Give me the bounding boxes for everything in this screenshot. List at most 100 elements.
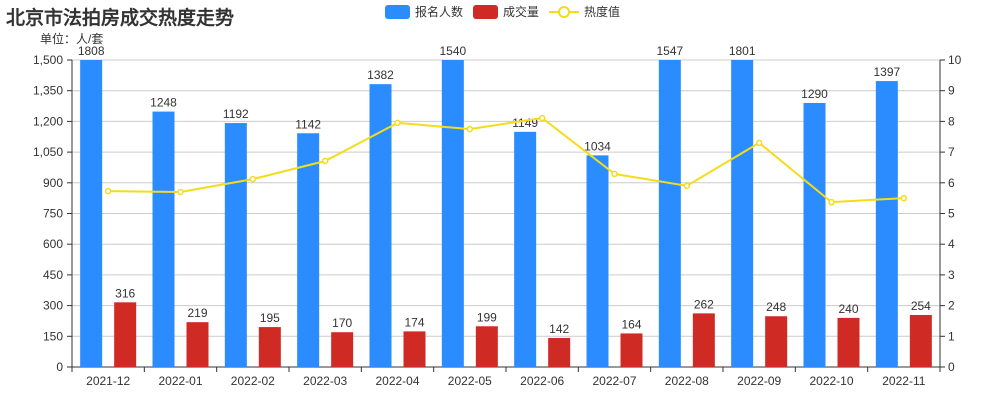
bar-data-label: 254 (911, 299, 931, 313)
bar-data-label: 195 (260, 311, 280, 325)
signup-bar (586, 155, 609, 367)
bar-data-label: 170 (332, 316, 352, 330)
y-right-tick-label: 8 (948, 114, 955, 128)
x-tick-label: 2022-03 (303, 374, 347, 388)
y-left-tick-label: 1,200 (33, 114, 63, 128)
x-tick-label: 2022-06 (520, 374, 564, 388)
deal-bar (475, 326, 498, 367)
signup-bar (658, 60, 681, 367)
y-right-tick-label: 0 (948, 360, 955, 374)
deal-bar (620, 333, 643, 367)
y-left-tick-label: 1,500 (33, 53, 63, 67)
legend-label: 报名人数 (415, 5, 464, 19)
x-tick-label: 2022-05 (448, 374, 492, 388)
bar-data-label: 1808 (78, 44, 105, 58)
signup-bar (369, 84, 392, 367)
deal-bar (765, 316, 788, 367)
x-tick-label: 2022-02 (231, 374, 275, 388)
bar-data-label: 164 (621, 317, 641, 331)
legend-label: 成交量 (503, 5, 540, 19)
y-right-tick-label: 4 (948, 237, 955, 251)
y-right-tick-label: 9 (948, 84, 955, 98)
y-left-tick-label: 750 (43, 207, 63, 221)
signup-bar (803, 102, 826, 367)
bar-data-label: 1547 (656, 44, 683, 58)
y-right-tick-label: 7 (948, 145, 955, 159)
y-right-tick-label: 2 (948, 299, 955, 313)
signup-bar (875, 81, 898, 368)
x-tick-label: 2022-09 (737, 374, 781, 388)
legend-swatch (385, 4, 410, 19)
legend-item-signups[interactable]: 报名人数 (385, 3, 463, 20)
y-left-tick-label: 900 (43, 176, 63, 190)
heat-point (755, 139, 763, 147)
signup-bar (731, 60, 754, 367)
bar-data-label: 1248 (150, 96, 177, 110)
y-left-tick-label: 0 (56, 360, 63, 374)
legend-item-heat[interactable]: 热度值 (549, 3, 620, 20)
bar-data-label: 199 (477, 310, 497, 324)
bar-data-label: 1192 (223, 107, 249, 121)
bar-data-label: 1290 (801, 87, 828, 101)
deal-bar (258, 327, 281, 367)
heat-line (108, 116, 904, 204)
chart-title: 北京市法拍房成交热度走势 (6, 8, 235, 29)
x-tick-label: 2022-10 (809, 374, 853, 388)
heat-point (177, 188, 184, 196)
x-tick-label: 2022-07 (592, 374, 636, 388)
deal-bar (186, 322, 209, 367)
heat-point (611, 170, 618, 178)
legend-item-deals[interactable]: 成交量 (473, 3, 539, 20)
y-left-tick-label: 1,350 (33, 84, 63, 98)
deal-bar (114, 302, 137, 367)
y-left-tick-label: 300 (43, 299, 63, 313)
bar-data-label: 240 (838, 302, 858, 316)
bar-data-label: 1382 (367, 68, 394, 82)
y-left-tick-label: 1,050 (33, 145, 63, 159)
legend-line-icon (549, 5, 580, 18)
legend-label: 热度值 (584, 5, 621, 19)
x-tick-label: 2022-04 (375, 374, 419, 388)
signup-bar (441, 60, 464, 367)
heat-point (538, 114, 546, 122)
bar-data-label: 1034 (584, 139, 611, 153)
y-right-tick-label: 10 (948, 53, 962, 67)
bar-data-label: 1540 (439, 44, 466, 58)
bar-data-label: 1397 (873, 65, 900, 79)
deal-bar (331, 332, 354, 367)
signup-bar (224, 123, 247, 368)
deal-bar (548, 337, 571, 367)
signup-bar (297, 133, 320, 367)
y-right-tick-label: 1 (948, 329, 955, 343)
y-right-tick-label: 6 (948, 176, 955, 190)
y-right-tick-label: 5 (948, 207, 955, 221)
unit-label: 单位：人/套 (40, 32, 104, 46)
heat-point (683, 182, 691, 190)
y-left-tick-label: 600 (43, 237, 63, 251)
heat-point (828, 198, 835, 206)
heat-point (104, 187, 112, 195)
deal-bar (909, 315, 932, 367)
y-right-tick-label: 3 (948, 268, 955, 282)
x-tick-label: 2022-01 (158, 374, 202, 388)
x-tick-label: 2022-11 (882, 374, 925, 388)
signup-bar (514, 131, 537, 367)
deal-bar (837, 317, 860, 367)
legend-swatch (473, 4, 499, 19)
signup-bar (152, 111, 175, 368)
bar-data-label: 1142 (295, 117, 321, 131)
bar-data-label: 174 (404, 315, 424, 329)
bar-data-label: 316 (115, 286, 135, 300)
bar-data-label: 262 (694, 297, 714, 311)
y-left-tick-label: 150 (43, 329, 63, 343)
heat-point (394, 119, 401, 127)
x-tick-label: 2021-12 (86, 374, 130, 388)
deal-bar (692, 313, 715, 367)
x-tick-label: 2022-08 (665, 374, 709, 388)
signup-bar (80, 60, 103, 367)
y-left-tick-label: 450 (43, 268, 63, 282)
heat-point (321, 157, 329, 165)
heat-point (900, 194, 908, 202)
bar-data-label: 248 (766, 300, 786, 314)
